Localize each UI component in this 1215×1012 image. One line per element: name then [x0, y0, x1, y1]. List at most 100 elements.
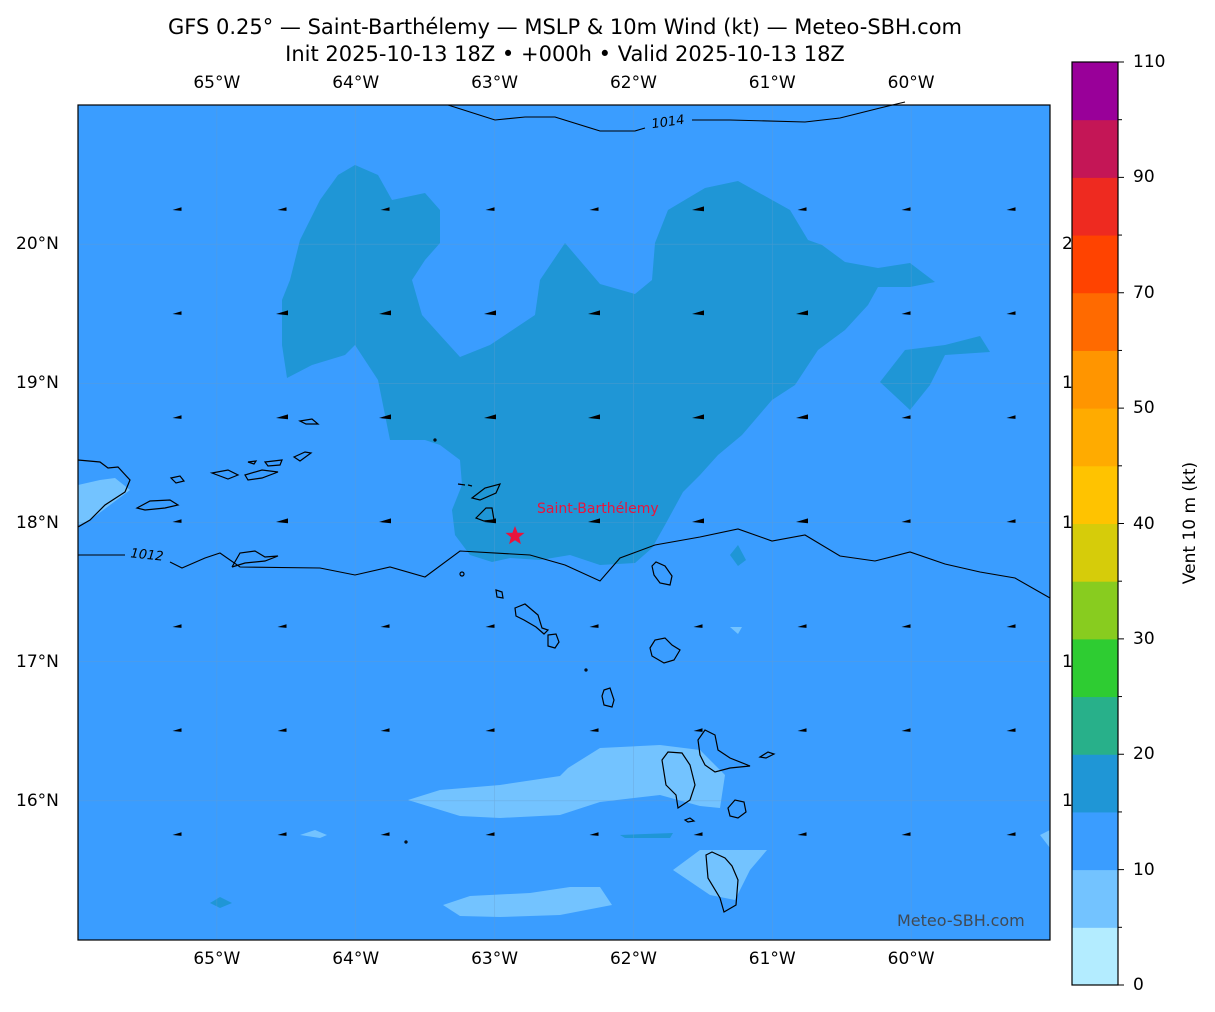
- wind-arrow: [276, 310, 288, 316]
- colorbar-band: [1072, 177, 1118, 236]
- colorbar-tick-label: 50: [1133, 398, 1155, 419]
- wind-arrow: [693, 728, 703, 732]
- isobar-1014: [447, 101, 906, 132]
- colorbar-band: [1072, 811, 1118, 871]
- wind-arrow: [172, 624, 182, 628]
- wind-arrow: [901, 415, 911, 419]
- wind-arrow: [276, 414, 288, 420]
- wind-arrow: [484, 414, 496, 420]
- wind-arrow: [484, 310, 496, 316]
- colorbar-band: [1072, 523, 1118, 582]
- wind-arrow: [589, 832, 599, 836]
- lon-label: 61°W: [748, 73, 796, 93]
- colorbar-band: [1072, 696, 1118, 755]
- watermark: Meteo-SBH.com: [897, 911, 1025, 930]
- wind-arrow: [797, 207, 807, 211]
- wind-arrow: [484, 518, 496, 524]
- colorbar-band: [1072, 869, 1118, 928]
- coastlines: [77, 418, 776, 913]
- lat-label-right: 20°N: [1062, 234, 1072, 255]
- wind-arrow: [379, 518, 391, 524]
- wind-arrow: [588, 310, 600, 316]
- wind-arrow: [380, 832, 390, 836]
- wind-arrow: [693, 832, 703, 836]
- wind-arrow: [797, 728, 807, 732]
- lon-label: 64°W: [332, 73, 380, 93]
- wind-arrow: [1006, 207, 1016, 211]
- lat-label: 18°N: [16, 512, 59, 533]
- wind-arrow: [380, 624, 390, 628]
- wind-arrow: [277, 832, 287, 836]
- colorbar-band: [1072, 235, 1118, 294]
- lon-label: 60°W: [887, 949, 935, 969]
- lat-label: 17°N: [16, 651, 59, 672]
- isobar-label-1012: 1012: [130, 546, 164, 564]
- lon-label: 62°W: [609, 73, 657, 93]
- colorbar-tick-label: 110: [1133, 52, 1166, 72]
- lon-label: 60°W: [887, 73, 935, 93]
- wind-arrow: [380, 207, 390, 211]
- lat-label: 16°N: [16, 790, 59, 811]
- wind-arrow: [1006, 624, 1016, 628]
- lat-label-right: 18°N: [1062, 512, 1072, 533]
- lon-label: 65°W: [193, 949, 241, 969]
- isobars: [78, 101, 1051, 599]
- colorbar-band: [1072, 408, 1118, 467]
- colorbar-band: [1072, 927, 1118, 986]
- colorbar-tick-label: 70: [1133, 282, 1155, 303]
- wind-arrow: [692, 310, 704, 316]
- wind-arrow: [172, 415, 182, 419]
- map-subtitle: Init 2025-10-13 18Z • +000h • Valid 2025…: [285, 42, 845, 66]
- wind-arrow: [1006, 311, 1016, 315]
- wind-arrow: [589, 624, 599, 628]
- colorbar-band: [1072, 292, 1118, 351]
- wind-arrows: [172, 206, 1016, 836]
- colorbar-label: Vent 10 m (kt): [1180, 461, 1200, 585]
- lat-label-right: 17°N: [1062, 651, 1072, 672]
- colorbar-tick-label: 0: [1133, 975, 1144, 995]
- wind-arrow: [589, 207, 599, 211]
- lat-label: 19°N: [16, 373, 59, 394]
- colorbar-band: [1072, 465, 1118, 524]
- colorbar-band: [1072, 638, 1118, 698]
- place-label: Saint-Barthélemy: [537, 501, 659, 517]
- lon-label: 65°W: [193, 73, 241, 93]
- map-frame: [77, 104, 1051, 941]
- wind-arrow: [485, 728, 495, 732]
- wind-arrow: [379, 414, 391, 420]
- colorbar-tick-label: 90: [1133, 167, 1155, 188]
- colorbar-tick-label: 20: [1133, 744, 1155, 765]
- wind-arrow: [797, 624, 807, 628]
- isobar-1012: [78, 528, 1051, 599]
- wind-arrow: [485, 832, 495, 836]
- lon-label: 61°W: [748, 949, 796, 969]
- wind-arrow: [380, 728, 390, 732]
- colorbar-band: [1072, 62, 1118, 121]
- wind-arrow: [692, 518, 704, 524]
- wind-arrow: [588, 414, 600, 420]
- lon-label: 63°W: [471, 73, 519, 93]
- wind-arrow: [901, 728, 911, 732]
- wind-arrow: [172, 311, 182, 315]
- wind-arrow: [797, 832, 807, 836]
- colorbar-band: [1072, 119, 1118, 178]
- wind-arrow: [1006, 728, 1016, 732]
- wind-arrow: [589, 728, 599, 732]
- lon-label: 64°W: [332, 949, 380, 969]
- wind-arrow: [172, 832, 182, 836]
- wind-arrow: [901, 519, 911, 523]
- wind-arrow: [379, 310, 391, 316]
- wind-arrow: [796, 518, 808, 524]
- wind-arrow: [588, 518, 600, 524]
- colorbar-band: [1072, 754, 1118, 813]
- colorbar-band: [1072, 350, 1118, 409]
- location-star-icon: [505, 526, 525, 545]
- colorbar-band: [1072, 581, 1118, 640]
- isobar-label-1014: 1014: [651, 113, 686, 132]
- wind-arrow: [277, 624, 287, 628]
- lat-label-right: 16°N: [1062, 790, 1072, 811]
- wind-arrow: [1006, 519, 1016, 523]
- map-title: GFS 0.25° — Saint-Barthélemy — MSLP & 10…: [167, 15, 963, 39]
- colorbar-tick-label: 10: [1133, 859, 1155, 880]
